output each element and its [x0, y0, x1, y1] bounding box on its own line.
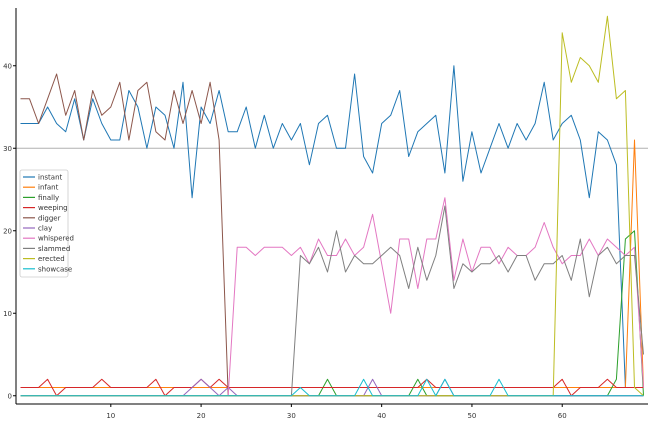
legend-label-finally: finally	[38, 194, 59, 202]
series-line-instant	[20, 65, 644, 388]
legend-label-whispered: whispered	[38, 235, 74, 243]
x-tick-label: 60	[558, 412, 567, 420]
x-tick-label: 10	[106, 412, 115, 420]
series-line-slammed	[20, 205, 644, 397]
tick-labels: 10 20 30 40 50 60 0 10 20 30 40	[3, 62, 567, 420]
x-tick-label: 40	[377, 412, 386, 420]
y-tick-label: 30	[3, 145, 12, 153]
series-line-weeping	[20, 378, 644, 397]
legend-label-showcase: showcase	[38, 265, 72, 273]
legend: instant infant finally weeping digger clay whi…	[19, 169, 74, 278]
legend-frame	[19, 169, 69, 278]
legend-label-erected: erected	[38, 255, 65, 263]
series-line-showcase	[20, 378, 644, 397]
legend-label-weeping: weeping	[38, 204, 68, 212]
legend-label-digger: digger	[38, 214, 61, 222]
x-tick-label: 50	[467, 412, 476, 420]
axes	[15, 8, 648, 405]
legend-label-infant: infant	[38, 184, 59, 192]
legend-label-slammed: slammed	[38, 245, 70, 253]
series-line-erected	[20, 15, 644, 397]
series-line-whispered	[20, 197, 644, 397]
x-tick-label: 30	[287, 412, 296, 420]
y-tick-label: 0	[8, 392, 12, 400]
legend-label-clay: clay	[38, 225, 52, 233]
y-tick-label: 20	[3, 227, 12, 235]
series-layer	[20, 15, 644, 397]
x-tick-label: 20	[197, 412, 206, 420]
legend-label-instant: instant	[38, 174, 62, 182]
y-tick-label: 40	[3, 62, 12, 70]
y-tick-label: 10	[3, 310, 12, 318]
